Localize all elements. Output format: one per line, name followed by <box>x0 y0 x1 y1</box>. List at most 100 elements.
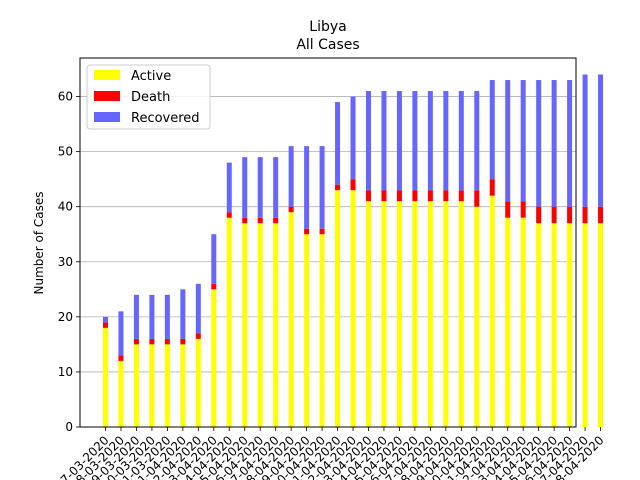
bar-active <box>365 201 371 427</box>
bar-active <box>118 360 124 427</box>
legend-label-recovered: Recovered <box>131 111 200 126</box>
y-tick-label: 60 <box>58 90 73 104</box>
bar-death <box>381 190 387 202</box>
bar-death <box>304 228 310 235</box>
bar-death <box>520 201 526 218</box>
bar-death <box>257 217 263 224</box>
bar-active <box>458 201 464 427</box>
bar-recovered <box>443 91 449 191</box>
x-axis: 27-03-202028-03-202029-03-202030-03-2020… <box>52 427 607 480</box>
bar-recovered <box>350 96 356 180</box>
bar-death <box>396 190 402 202</box>
bar-recovered <box>242 157 248 218</box>
legend-swatch-active <box>94 70 120 80</box>
bar-recovered <box>520 80 526 202</box>
bar-death <box>427 190 433 202</box>
bar-active <box>520 217 526 427</box>
bar-active <box>598 223 604 427</box>
bar-death <box>505 201 511 218</box>
y-tick-label: 50 <box>58 145 73 159</box>
bar-active <box>288 212 294 427</box>
bar-recovered <box>598 74 604 207</box>
bar-active <box>335 190 341 427</box>
bar-active <box>412 201 418 427</box>
bar-recovered <box>103 316 108 323</box>
bar-recovered <box>458 91 464 191</box>
bars-layer <box>103 74 604 427</box>
bar-death <box>195 333 201 339</box>
bar-death <box>489 179 495 196</box>
bar-recovered <box>226 162 232 213</box>
bar-death <box>412 190 418 202</box>
bar-active <box>489 195 495 427</box>
bar-recovered <box>195 283 201 334</box>
bar-active <box>474 206 480 427</box>
bar-active <box>195 338 201 427</box>
bar-recovered <box>164 294 170 339</box>
bar-recovered <box>505 80 511 202</box>
bar-active <box>242 223 248 427</box>
bar-recovered <box>489 80 495 180</box>
plot-frame <box>79 57 577 428</box>
bar-recovered <box>365 91 371 191</box>
bar-death <box>365 190 371 202</box>
bar-recovered <box>118 311 124 356</box>
bar-active <box>164 344 170 427</box>
bar-active <box>381 201 387 427</box>
bar-death <box>211 283 217 290</box>
bar-active <box>304 234 310 427</box>
bar-recovered <box>536 80 542 207</box>
bar-active <box>226 217 232 427</box>
bar-recovered <box>412 91 418 191</box>
bar-death <box>335 184 341 191</box>
bar-death <box>164 338 170 345</box>
bar-active <box>257 223 263 427</box>
bar-recovered <box>319 146 325 229</box>
bar-active <box>427 201 433 427</box>
bar-death <box>133 338 139 345</box>
legend: Active Death Recovered <box>86 64 211 130</box>
bar-active <box>551 223 557 427</box>
bar-death <box>598 206 604 224</box>
bar-active <box>505 217 511 427</box>
bar-recovered <box>474 91 480 191</box>
legend-label-death: Death <box>131 90 170 105</box>
bar-death <box>288 206 294 213</box>
bar-recovered <box>396 91 402 191</box>
bar-death <box>242 217 248 224</box>
bar-recovered <box>381 91 387 191</box>
bar-recovered <box>427 91 433 191</box>
y-tick-label: 10 <box>58 365 73 379</box>
bar-death <box>350 179 356 191</box>
chart-subtitle: All Cases <box>296 37 359 53</box>
bar-death <box>474 190 480 207</box>
bar-recovered <box>149 294 155 339</box>
bar-active <box>536 223 542 427</box>
bar-death <box>536 206 542 224</box>
y-axis-label: Number of Cases <box>32 191 46 294</box>
bar-recovered <box>567 80 573 207</box>
bar-recovered <box>582 74 588 207</box>
bar-recovered <box>273 157 279 218</box>
bar-death <box>319 228 325 235</box>
bar-death <box>551 206 557 224</box>
bar-death <box>149 338 155 345</box>
bar-active <box>319 234 325 427</box>
bar-death <box>567 206 573 224</box>
legend-label-active: Active <box>131 69 171 84</box>
legend-swatch-death <box>94 91 120 101</box>
y-axis: 0 10 20 30 40 50 60 <box>58 90 80 434</box>
y-tick-label: 40 <box>58 200 73 214</box>
bar-recovered <box>551 80 557 207</box>
bar-active <box>350 190 356 427</box>
y-tick-label: 20 <box>58 310 73 324</box>
bar-active <box>103 327 108 427</box>
bar-death <box>118 355 124 361</box>
bar-recovered <box>335 102 341 185</box>
bar-recovered <box>304 146 310 229</box>
bar-active <box>273 223 279 427</box>
bar-active <box>567 223 573 427</box>
bar-death <box>226 212 232 218</box>
bar-death <box>103 322 108 328</box>
